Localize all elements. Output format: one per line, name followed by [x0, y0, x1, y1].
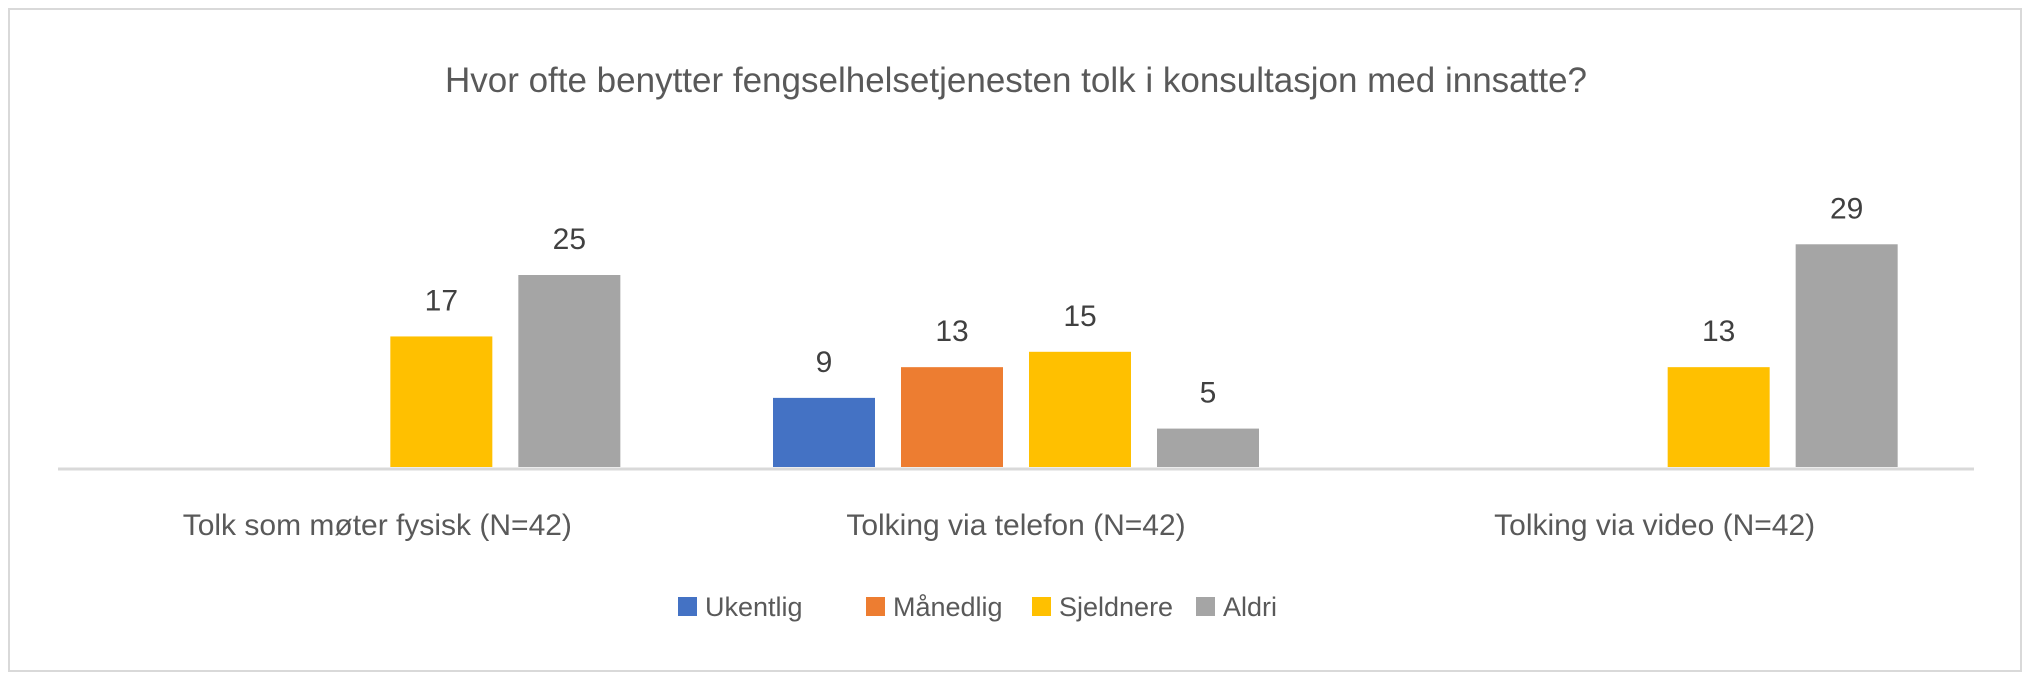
- bar-ukentlig: [773, 397, 875, 467]
- legend-label: Månedlig: [893, 592, 1003, 622]
- legend-swatch: [1196, 597, 1215, 616]
- legend-item: Aldri: [1196, 592, 1277, 622]
- legend-swatch: [678, 597, 697, 616]
- bar-aldri: [1795, 244, 1898, 467]
- bar-aldri: [518, 275, 621, 467]
- legend-label: Sjeldnere: [1059, 592, 1173, 622]
- data-label: 13: [935, 315, 968, 348]
- bar-månedlig: [901, 367, 1003, 467]
- chart-frame: [8, 8, 2022, 672]
- data-label: 5: [1200, 377, 1217, 410]
- chart-title: Hvor ofte benytter fengselhelsetjenesten…: [445, 61, 1587, 100]
- data-label: 17: [425, 284, 458, 317]
- bar-sjeldnere: [390, 336, 493, 467]
- bar-sjeldnere: [1667, 367, 1770, 467]
- legend-label: Ukentlig: [705, 592, 803, 622]
- data-label: 15: [1063, 300, 1096, 333]
- category-label: Tolking via telefon (N=42): [846, 509, 1185, 542]
- category-label: Tolk som møter fysisk (N=42): [183, 509, 572, 542]
- legend-item: Ukentlig: [678, 592, 803, 622]
- category-label: Tolking via video (N=42): [1494, 509, 1815, 542]
- legend-swatch: [1032, 597, 1051, 616]
- data-label: 9: [816, 346, 833, 379]
- data-label: 13: [1702, 315, 1735, 348]
- bar-aldri: [1157, 428, 1259, 467]
- bar-sjeldnere: [1029, 351, 1131, 467]
- legend-item: Månedlig: [866, 592, 1003, 622]
- legend-item: Sjeldnere: [1032, 592, 1173, 622]
- data-label: 25: [553, 223, 586, 256]
- legend-swatch: [866, 597, 885, 616]
- legend-label: Aldri: [1223, 592, 1277, 622]
- data-label: 29: [1830, 192, 1863, 225]
